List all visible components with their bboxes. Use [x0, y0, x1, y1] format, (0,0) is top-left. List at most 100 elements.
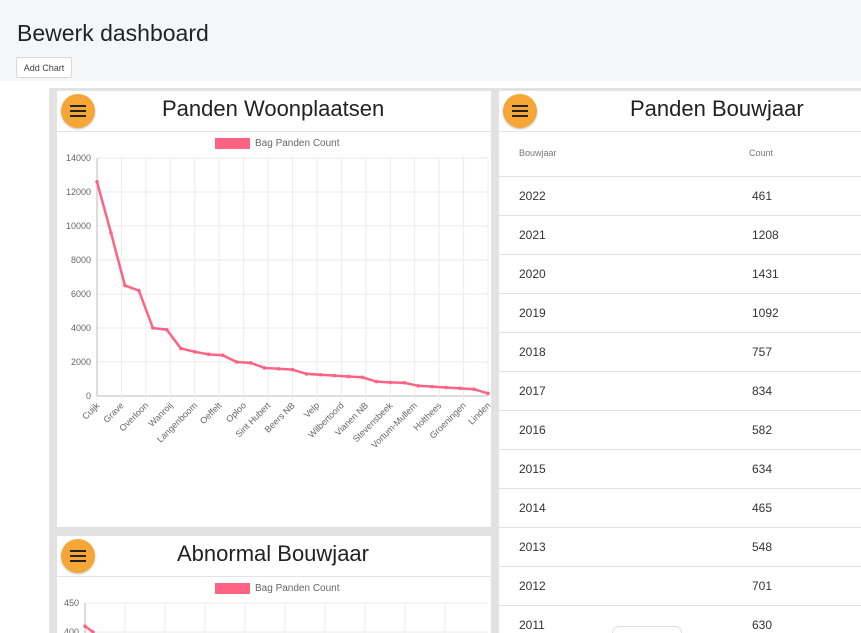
panel-header: Abnormal Bouwjaar [57, 536, 491, 577]
chart-legend[interactable]: Bag Panden Count [215, 138, 340, 149]
cell-bouwjaar: 2011 [519, 618, 545, 632]
data-point [83, 624, 87, 628]
legend-swatch [215, 138, 250, 149]
panel-header: Panden Woonplaatsen [57, 91, 491, 132]
data-point [123, 283, 127, 288]
data-point [304, 372, 309, 376]
panel-panden-bouwjaar: Panden Bouwjaar Bouwjaar Count 2022 461 20… [499, 91, 861, 633]
hamburger-menu-icon [512, 105, 528, 117]
cell-bouwjaar: 2017 [519, 384, 546, 398]
y-tick-label: 4000 [71, 323, 91, 333]
data-point [346, 374, 351, 379]
panel-abnormal-bouwjaar: Abnormal Bouwjaar Bag Panden Count 400 45… [57, 536, 491, 633]
data-point [95, 180, 99, 184]
data-point [472, 387, 476, 392]
data-point [416, 384, 420, 388]
data-point [220, 353, 225, 358]
data-point [402, 380, 407, 385]
legend-label: Bag Panden Count [255, 138, 340, 149]
data-point [430, 384, 434, 389]
data-point [192, 350, 197, 354]
data-point [165, 327, 169, 332]
y-tick-label: 450 [64, 598, 79, 608]
data-point [374, 379, 379, 384]
panel-header: Panden Bouwjaar [499, 91, 861, 132]
cell-count: 461 [752, 189, 773, 203]
x-tick-label: Cuijk [80, 400, 102, 422]
y-tick-label: 2000 [71, 357, 91, 367]
table-row[interactable]: 2011 630 [499, 606, 861, 633]
data-point [388, 380, 393, 385]
data-point [290, 367, 295, 372]
table-row[interactable]: 2015 634 [499, 450, 861, 489]
cell-bouwjaar: 2012 [519, 579, 546, 593]
table-row[interactable]: 2022 461 [499, 177, 861, 216]
cell-bouwjaar: 2016 [519, 423, 546, 437]
table-row[interactable]: 2016 582 [499, 411, 861, 450]
data-point [360, 375, 365, 380]
cell-count: 1208 [752, 228, 779, 242]
panel-title: Panden Woonplaatsen [162, 96, 385, 121]
legend-label: Bag Panden Count [255, 583, 340, 594]
table-row[interactable]: 2014 465 [499, 489, 861, 528]
cell-bouwjaar: 2013 [519, 540, 546, 554]
cell-count: 630 [752, 618, 773, 632]
table-header: Bouwjaar Count [499, 132, 861, 177]
cell-count: 465 [752, 501, 773, 515]
cell-bouwjaar: 2022 [519, 189, 546, 203]
table-row[interactable]: 2017 834 [499, 372, 861, 411]
cell-count: 757 [752, 345, 773, 359]
cell-count: 1431 [752, 267, 779, 281]
cell-count: 548 [752, 540, 773, 554]
cell-count: 1092 [752, 306, 779, 320]
data-point [234, 360, 239, 364]
data-point [444, 385, 448, 390]
table-row[interactable]: 2020 1431 [499, 255, 861, 294]
table-row[interactable]: 2021 1208 [499, 216, 861, 255]
data-point [332, 373, 337, 378]
table-row[interactable]: 2013 548 [499, 528, 861, 567]
cell-count: 634 [752, 462, 773, 476]
y-tick-label: 0 [86, 391, 91, 401]
page-title: Bewerk dashboard [17, 20, 209, 46]
cell-count: 582 [752, 423, 773, 437]
panel-menu-button[interactable] [503, 94, 537, 128]
y-tick-label: 14000 [66, 153, 91, 163]
panel-menu-button[interactable] [61, 94, 95, 128]
data-point [276, 367, 281, 371]
data-point [178, 346, 183, 351]
y-tick-label: 400 [64, 627, 79, 633]
cell-bouwjaar: 2020 [519, 267, 546, 281]
cell-bouwjaar: 2014 [519, 501, 546, 515]
x-tick-label: Velp [302, 400, 321, 419]
data-point [151, 326, 155, 330]
panel-menu-button[interactable] [61, 539, 95, 573]
y-tick-label: 6000 [71, 289, 91, 299]
hamburger-menu-icon [70, 550, 86, 562]
column-header-bouwjaar[interactable]: Bouwjaar [519, 148, 557, 158]
legend-swatch [215, 583, 250, 594]
cell-bouwjaar: 2015 [519, 462, 546, 476]
cell-bouwjaar: 2019 [519, 306, 546, 320]
table-row[interactable]: 2019 1092 [499, 294, 861, 333]
cell-bouwjaar: 2018 [519, 345, 546, 359]
y-tick-label: 8000 [71, 255, 91, 265]
data-point [248, 361, 253, 365]
data-point [109, 231, 113, 235]
y-tick-label: 10000 [66, 221, 91, 231]
x-tick-label: Linden [466, 400, 491, 426]
add-chart-button[interactable]: Add Chart [16, 57, 72, 78]
cell-count: 834 [752, 384, 773, 398]
cell-count: 701 [752, 579, 773, 593]
table-row[interactable]: 2012 701 [499, 567, 861, 606]
chart-legend[interactable]: Bag Panden Count [215, 583, 340, 594]
table-row[interactable]: 2018 757 [499, 333, 861, 372]
panel-title: Abnormal Bouwjaar [177, 541, 369, 566]
scroll-indicator[interactable] [612, 626, 682, 633]
cell-bouwjaar: 2021 [519, 228, 546, 242]
column-header-count[interactable]: Count [749, 148, 774, 158]
data-point [318, 372, 323, 377]
line-chart-abnormal: 400 450 [64, 598, 488, 633]
panel-panden-woonplaatsen: Panden Woonplaatsen Bag Panden Count 0 20… [57, 91, 491, 527]
